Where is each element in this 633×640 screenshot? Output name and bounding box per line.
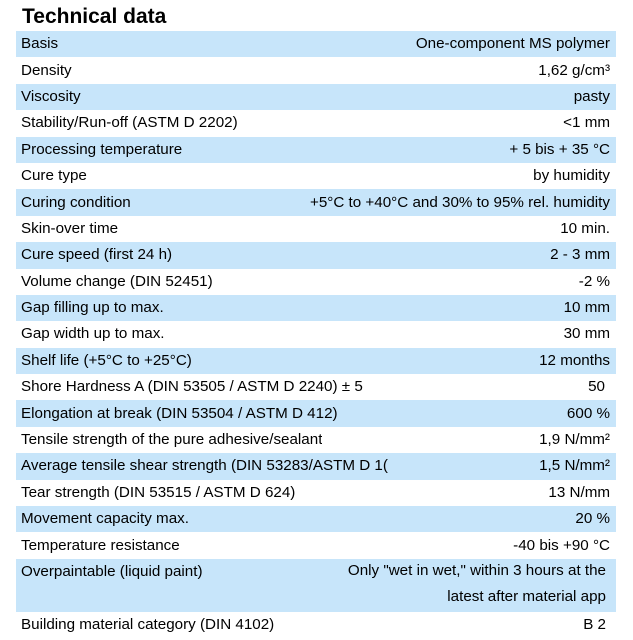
row-value: by humidity — [533, 167, 610, 185]
row-value-line: latest after material app — [447, 588, 606, 606]
row-label: Tear strength (DIN 53515 / ASTM D 624) — [21, 483, 296, 501]
row-label: Basis — [21, 35, 59, 53]
technical-data-table: Basis One-component MS polymer Density 1… — [16, 31, 616, 638]
row-value: 10 min. — [560, 219, 610, 237]
table-row-density: Density 1,62 g/cm³ — [16, 57, 616, 83]
row-label: Gap filling up to max. — [21, 299, 164, 317]
table-row-cure-speed: Cure speed (first 24 h) 2 - 3 mm — [16, 242, 616, 269]
row-label: Shore Hardness A (DIN 53505 / ASTM D 224… — [21, 378, 363, 396]
row-label: Skin-over time — [21, 219, 119, 237]
table-row-gap-filling: Gap filling up to max. 10 mm — [16, 294, 616, 322]
row-label: Tensile strength of the pure adhesive/se… — [21, 431, 323, 449]
table-row-viscosity: Viscosity pasty — [16, 83, 616, 111]
row-value: 2 - 3 mm — [550, 246, 610, 264]
row-label: Volume change (DIN 52451) — [21, 272, 213, 290]
row-value: -40 bis +90 °C — [513, 536, 610, 554]
table-row-elongation: Elongation at break (DIN 53504 / ASTM D … — [16, 400, 616, 427]
table-row-cure-type: Cure type by humidity — [16, 163, 616, 189]
row-label: Curing condition — [21, 193, 131, 211]
table-row-tensile-shear-strength: Average tensile shear strength (DIN 5328… — [16, 453, 616, 480]
table-row-stability: Stability/Run-off (ASTM D 2202) <1 mm — [16, 110, 616, 136]
row-label: Shelf life (+5°C to +25°C) — [21, 351, 192, 369]
row-value: 30 mm — [563, 325, 610, 343]
table-row-temperature-resistance: Temperature resistance -40 bis +90 °C — [16, 532, 616, 558]
row-value: 1,9 N/mm² — [539, 431, 610, 449]
row-label: Density — [21, 61, 72, 79]
table-row-gap-width: Gap width up to max. 30 mm — [16, 321, 616, 347]
row-value: <1 mm — [563, 114, 610, 132]
row-value: B 2 — [583, 615, 606, 633]
row-label: Stability/Run-off (ASTM D 2202) — [21, 114, 238, 132]
row-label: Elongation at break (DIN 53504 / ASTM D … — [21, 404, 338, 422]
row-value: 20 % — [575, 510, 610, 528]
row-value-line: Only "wet in wet," within 3 hours at the — [347, 561, 606, 579]
row-value: -2 % — [578, 272, 610, 290]
table-row-shelf-life: Shelf life (+5°C to +25°C) 12 months — [16, 347, 616, 375]
row-value: Only "wet in wet," within 3 hours at the… — [348, 558, 606, 611]
row-label: Building material category (DIN 4102) — [21, 615, 275, 633]
row-value: pasty — [573, 87, 610, 105]
row-label: Gap width up to max. — [21, 325, 165, 343]
row-value: 50 — [588, 378, 605, 396]
table-row-tensile-strength: Tensile strength of the pure adhesive/se… — [16, 427, 616, 453]
table-row-movement-capacity: Movement capacity max. 20 % — [16, 506, 616, 533]
row-label: Temperature resistance — [21, 536, 180, 554]
table-row-shore-hardness: Shore Hardness A (DIN 53505 / ASTM D 224… — [16, 374, 616, 400]
row-value: 12 months — [539, 351, 610, 369]
row-value: 1,62 g/cm³ — [538, 61, 610, 79]
table-row-skin-over-time: Skin-over time 10 min. — [16, 216, 616, 242]
row-value: 13 N/mm — [548, 483, 610, 501]
row-value: One-component MS polymer — [415, 35, 610, 53]
row-label: Movement capacity max. — [21, 510, 189, 528]
row-value: + 5 bis + 35 °C — [509, 140, 610, 158]
page-title: Technical data — [22, 5, 167, 28]
row-label: Cure speed (first 24 h) — [21, 246, 173, 264]
row-value: +5°C to +40°C and 30% to 95% rel. humidi… — [309, 193, 610, 211]
row-label: Viscosity — [21, 87, 81, 105]
row-value: 600 % — [566, 404, 610, 422]
table-row-building-material-category: Building material category (DIN 4102) B … — [16, 612, 616, 638]
table-row-volume-change: Volume change (DIN 52451) -2 % — [16, 269, 616, 295]
table-row-tear-strength: Tear strength (DIN 53515 / ASTM D 624) 1… — [16, 480, 616, 506]
row-label: Processing temperature — [21, 140, 183, 158]
row-label: Cure type — [21, 167, 87, 185]
table-row-curing-condition: Curing condition +5°C to +40°C and 30% t… — [16, 189, 616, 216]
table-row-processing-temperature: Processing temperature + 5 bis + 35 °C — [16, 136, 616, 163]
row-label: Average tensile shear strength (DIN 5328… — [21, 457, 388, 475]
row-value: 1,5 N/mm² — [539, 457, 610, 475]
row-value: 10 mm — [563, 299, 610, 317]
row-label: Overpaintable (liquid paint) — [21, 562, 203, 580]
table-row-basis: Basis One-component MS polymer — [16, 31, 616, 58]
table-row-overpaintable: Overpaintable (liquid paint) Only "wet i… — [16, 558, 616, 612]
